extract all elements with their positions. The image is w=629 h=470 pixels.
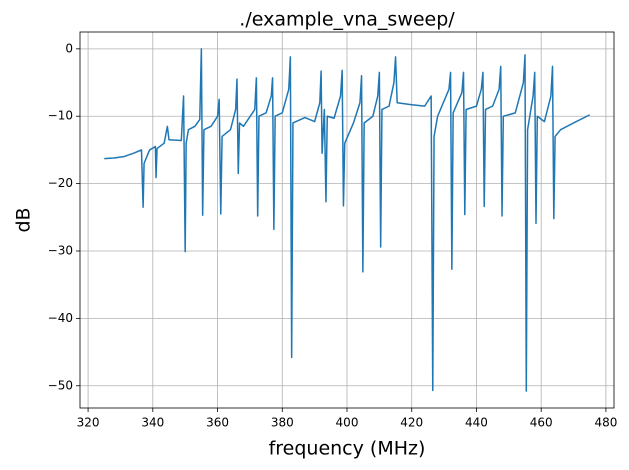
chart-title: ./example_vna_sweep/ xyxy=(239,9,455,31)
x-tick-label: 400 xyxy=(336,416,359,430)
x-tick-label: 340 xyxy=(141,416,164,430)
x-tick-label: 440 xyxy=(465,416,488,430)
x-tick-label: 320 xyxy=(77,416,100,430)
x-tick-label: 460 xyxy=(530,416,553,430)
x-axis-label: frequency (MHz) xyxy=(269,438,426,460)
y-axis-label: dB xyxy=(13,207,35,232)
y-tick-label: −10 xyxy=(48,109,73,123)
x-tick-label: 360 xyxy=(206,416,229,430)
y-tick-label: −50 xyxy=(48,378,73,392)
x-tick-label: 380 xyxy=(271,416,294,430)
y-tick-label: −20 xyxy=(48,176,73,190)
x-tick-label: 420 xyxy=(400,416,423,430)
x-tick-label: 480 xyxy=(594,416,617,430)
data-line xyxy=(104,48,591,392)
y-tick-label: −30 xyxy=(48,243,73,257)
y-tick-label: 0 xyxy=(65,41,73,55)
y-tick-label: −40 xyxy=(48,311,73,325)
plot-frame xyxy=(79,31,615,409)
